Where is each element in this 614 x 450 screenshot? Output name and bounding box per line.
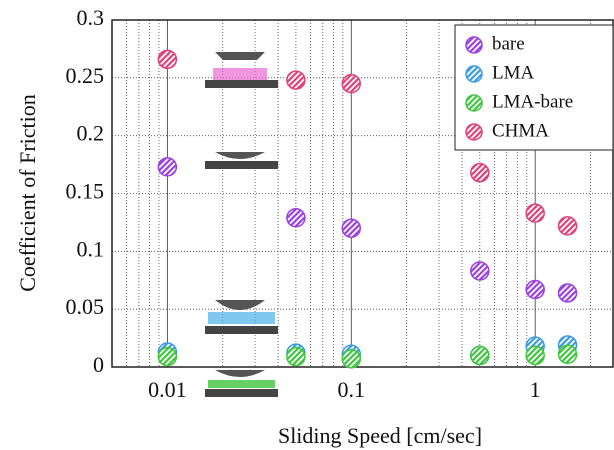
- scatter-point: [525, 279, 545, 300]
- scatter-point: [341, 218, 362, 238]
- legend-marker: [465, 65, 483, 83]
- scatter-point: [286, 346, 306, 367]
- y-axis-label: Coefficient of Friction: [15, 94, 40, 292]
- y-tick-label: 0.3: [77, 5, 105, 30]
- scatter-point: [525, 203, 545, 223]
- scatter-point: [286, 70, 306, 90]
- legend-label: LMA: [492, 62, 535, 83]
- scatter-point: [525, 345, 545, 366]
- scatter-point: [341, 349, 362, 369]
- scatter-point: [341, 73, 362, 94]
- scatter-point: [157, 346, 178, 367]
- scatter-point: [557, 344, 578, 365]
- legend: bare LMA LMA-bare CHMA: [454, 24, 614, 151]
- legend-label: CHMA: [492, 120, 549, 141]
- scatter-point: [157, 49, 178, 70]
- plot-frame: [111, 19, 614, 368]
- x-tick-label: 1: [530, 377, 541, 402]
- y-tick-label: 0.15: [66, 179, 105, 204]
- scatter-point: [557, 216, 578, 236]
- scatter-point: [470, 162, 490, 183]
- scatter-point: [157, 157, 178, 177]
- x-tick-label: 0.01: [148, 377, 187, 402]
- x-tick-label: 0.1: [338, 377, 366, 402]
- legend-marker: [465, 94, 483, 112]
- legend-label: LMA-bare: [492, 91, 573, 112]
- legend-marker: [465, 123, 483, 141]
- y-tick-label: 0: [93, 352, 104, 377]
- y-tick-label: 0.2: [77, 121, 105, 146]
- x-axis-label: Sliding Speed [cm/sec]: [278, 423, 482, 448]
- scatter-point: [470, 345, 490, 366]
- scatter-point: [286, 208, 306, 228]
- y-tick-label: 0.1: [77, 236, 105, 261]
- illustrations: [205, 52, 278, 397]
- legend-marker: [465, 36, 483, 54]
- scatter-point: [470, 261, 490, 281]
- legend-label: bare: [492, 33, 525, 54]
- y-tick-label: 0.05: [66, 294, 105, 319]
- scatter-point: [557, 283, 578, 303]
- y-tick-label: 0.25: [66, 63, 105, 88]
